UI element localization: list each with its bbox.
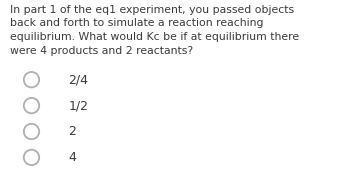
Ellipse shape <box>24 72 39 87</box>
Ellipse shape <box>24 150 39 165</box>
Text: 2: 2 <box>68 125 76 138</box>
Text: In part 1 of the eq1 experiment, you passed objects
back and forth to simulate a: In part 1 of the eq1 experiment, you pas… <box>10 5 300 56</box>
Text: 1/2: 1/2 <box>68 99 88 112</box>
Ellipse shape <box>24 124 39 139</box>
Text: 4: 4 <box>68 151 76 164</box>
Ellipse shape <box>24 98 39 113</box>
Text: 2/4: 2/4 <box>68 73 88 86</box>
